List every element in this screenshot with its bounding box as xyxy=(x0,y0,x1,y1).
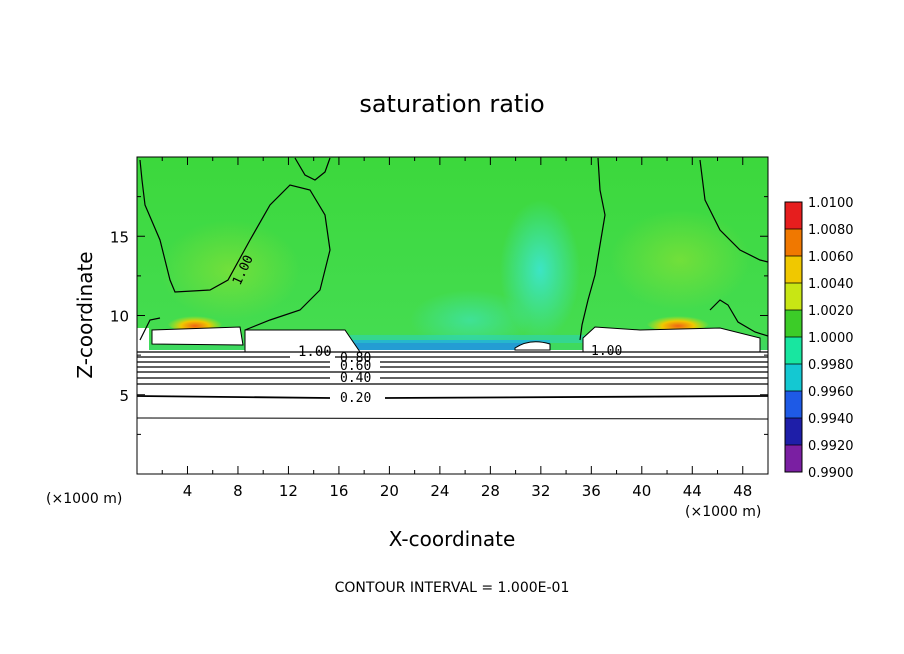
colorbar-label: 1.0080 xyxy=(808,223,854,238)
contour-right-cloud-top xyxy=(709,299,768,337)
colorbar-label: 1.0040 xyxy=(808,277,854,292)
x-tick-label: 48 xyxy=(733,482,752,500)
x-tick-label: 8 xyxy=(233,482,243,500)
x-tick-label: 44 xyxy=(683,482,702,500)
contour-label-040: 0.40 xyxy=(340,371,371,386)
x-tick-label: 32 xyxy=(531,482,550,500)
colorbar-swatch xyxy=(785,445,802,472)
field-lower-white xyxy=(137,350,768,474)
cloud-region-mid xyxy=(244,329,361,353)
colorbar-swatch xyxy=(785,337,802,364)
colorbar-swatch xyxy=(785,391,802,418)
colorbar-swatch xyxy=(785,310,802,337)
contour-right-edge xyxy=(699,159,768,263)
x-tick-label: 16 xyxy=(329,482,348,500)
contour-interval-footer: CONTOUR INTERVAL = 1.000E-01 xyxy=(335,580,570,596)
colorbar-label: 0.9960 xyxy=(808,385,854,400)
contour-top-dip xyxy=(294,157,331,181)
colorbar-swatch xyxy=(785,364,802,391)
contour-left-loop xyxy=(139,159,331,331)
contour-label-060: 0.60 xyxy=(340,359,371,374)
colorbar-swatch xyxy=(785,283,802,310)
colorbar-label: 0.9940 xyxy=(808,412,854,427)
colorbar-swatch xyxy=(785,256,802,283)
x-tick-label: 24 xyxy=(430,482,449,500)
field-patch-yellowgreen-left xyxy=(160,220,300,320)
contour-h-9 xyxy=(137,417,768,420)
colorbar: 0.9900 0.9920 0.9940 0.9960 0.9980 1.0000 1.00… xyxy=(784,196,854,481)
x-unit-left: (×1000 m) xyxy=(46,491,122,507)
colorbar-swatch xyxy=(785,202,802,229)
x-axis-ticks: 4 8 12 16 20 24 28 32 36 40 44 48 xyxy=(161,157,752,500)
contour-right-boundary xyxy=(579,157,606,341)
x-tick-label: 20 xyxy=(380,482,399,500)
y-tick-label: 5 xyxy=(119,387,129,405)
field-hotspot-right xyxy=(646,312,710,332)
cloud-region-left xyxy=(151,326,244,346)
heatmap-field xyxy=(137,157,768,474)
x-unit-right: (×1000 m) xyxy=(685,504,761,520)
colorbar-label: 1.0100 xyxy=(808,196,854,211)
contour-lines xyxy=(137,157,768,420)
colorbar-swatch xyxy=(785,418,802,445)
contour-label-cloud-right: 1.00 xyxy=(591,344,622,359)
colorbar-label: 1.0020 xyxy=(808,304,854,319)
field-hotspot-left xyxy=(167,312,223,332)
field-patch-yellowgreen-right xyxy=(610,210,750,310)
x-tick-label: 12 xyxy=(279,482,298,500)
field-blue-band xyxy=(300,340,550,350)
x-tick-label: 4 xyxy=(183,482,193,500)
y-tick-label: 10 xyxy=(110,308,129,326)
field-left-edge-white xyxy=(137,328,149,350)
contour-label-020: 0.20 xyxy=(340,391,371,406)
colorbar-label: 1.0000 xyxy=(808,331,854,346)
colorbar-swatch xyxy=(785,229,802,256)
contour-label-080: 0.80 xyxy=(340,351,371,366)
contour-label-cloud-mid: 1.00 xyxy=(298,344,332,360)
x-tick-label: 36 xyxy=(582,482,601,500)
field-cyan-band xyxy=(250,335,610,343)
colorbar-label: 0.9920 xyxy=(808,439,854,454)
x-tick-label: 28 xyxy=(481,482,500,500)
x-tick-label: 40 xyxy=(632,482,651,500)
colorbar-label: 0.9900 xyxy=(808,466,854,481)
colorbar-label: 1.0060 xyxy=(808,250,854,265)
y-axis-ticks: 5 10 15 xyxy=(110,196,768,435)
cloud-region-small xyxy=(514,341,551,351)
x-axis-label: X-coordinate xyxy=(389,527,516,551)
colorbar-label: 0.9980 xyxy=(808,358,854,373)
contour-left-cloud-top xyxy=(139,317,161,341)
y-axis-label: Z-coordinate xyxy=(73,251,97,378)
contour-h-8 xyxy=(137,395,768,399)
chart-title: saturation ratio xyxy=(359,90,544,118)
y-tick-label: 15 xyxy=(110,228,129,246)
